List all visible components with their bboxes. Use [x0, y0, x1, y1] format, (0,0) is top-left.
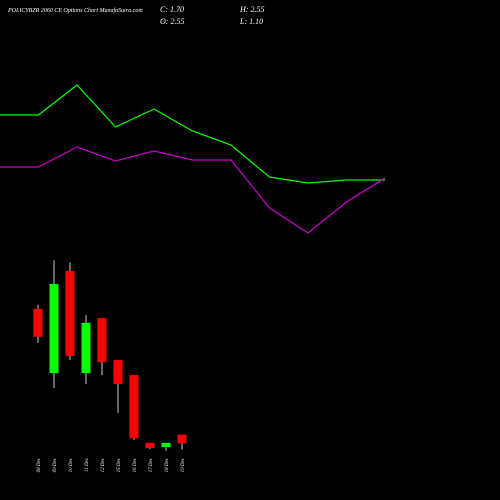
- x-tick-label: 15 Dec: [117, 457, 122, 472]
- x-tick-label: 11 Dec: [85, 457, 90, 472]
- x-tick-label: 12 Dec: [101, 457, 106, 472]
- candle-body: [49, 284, 59, 374]
- info-high: H: 2.55: [239, 5, 264, 14]
- candle-body: [177, 434, 187, 444]
- candle-body: [113, 360, 123, 384]
- x-tick-label: 17 Dec: [149, 457, 154, 472]
- chart-title: POLICYBZR 2060 CE Options Chart MunafaSu…: [7, 7, 143, 14]
- candle-body: [33, 308, 43, 337]
- candle-body: [97, 318, 107, 363]
- x-tick-label: 16 Dec: [133, 457, 138, 472]
- candle-body: [129, 375, 139, 439]
- x-tick-label: 08 Dec: [37, 457, 42, 472]
- candle-body: [145, 442, 155, 449]
- indicator-line: [0, 84, 385, 184]
- x-tick-label: 10 Dec: [69, 457, 74, 472]
- info-open: O: 2.55: [160, 17, 184, 26]
- x-tick-label: 18 Dec: [165, 457, 170, 472]
- info-close: C: 1.70: [160, 5, 184, 14]
- x-tick-label: 19 Dec: [181, 457, 186, 472]
- indicator-line: [0, 146, 386, 234]
- candle-body: [81, 322, 91, 374]
- info-low: L: 1.10: [239, 17, 263, 26]
- x-tick-label: 09 Dec: [53, 457, 58, 472]
- candle-body: [65, 271, 75, 356]
- candle-body: [161, 442, 171, 448]
